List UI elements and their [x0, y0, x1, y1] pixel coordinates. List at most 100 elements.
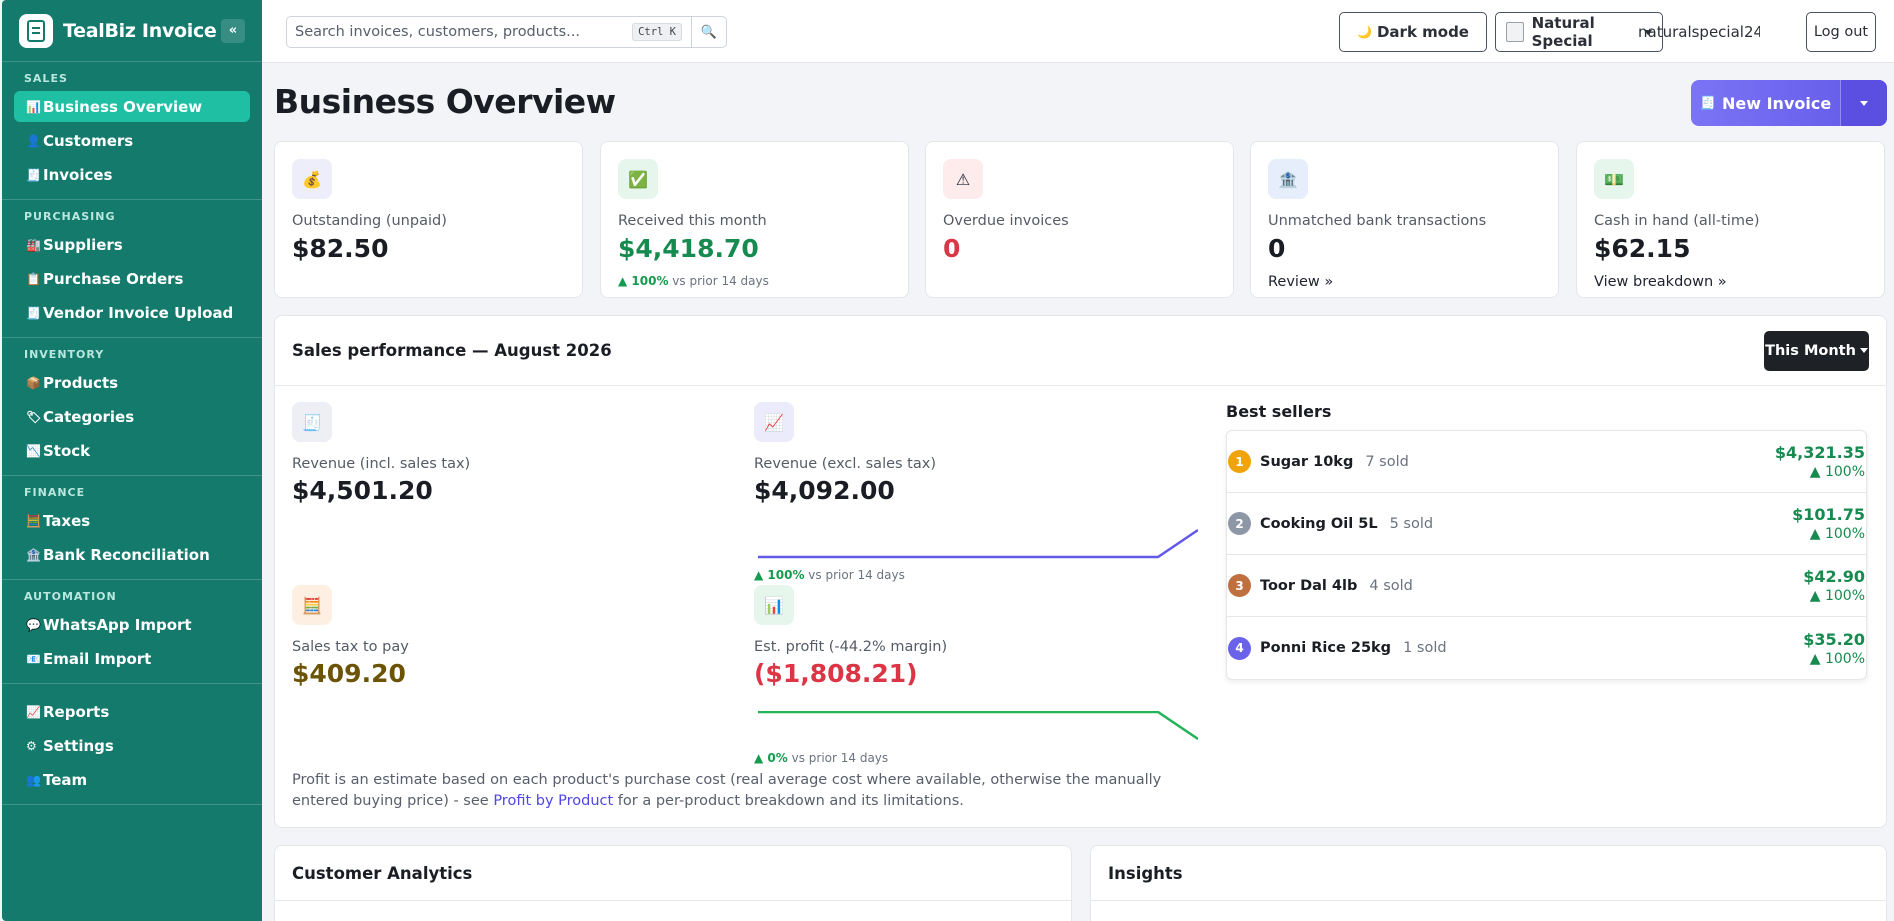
dark-mode-button[interactable]: 🌙 Dark mode: [1339, 12, 1487, 52]
sidebar-item-vendor-invoice-upload[interactable]: 🧾 Vendor Invoice Upload: [14, 297, 250, 328]
growth-percent: ▲ 100%: [1809, 526, 1865, 542]
sidebar-item-suppliers[interactable]: 🏭 Suppliers: [14, 229, 250, 260]
search-box[interactable]: Search invoices, customers, products... …: [286, 16, 727, 48]
delta-comparison-text: vs prior 14 days: [787, 751, 889, 765]
sales-amount: $35.20: [1803, 629, 1865, 649]
sidebar-item-reports[interactable]: 📈 Reports: [14, 696, 250, 727]
units-sold: 5 sold: [1389, 515, 1434, 532]
sales-metric: 🧮 Sales tax to pay $409.20: [292, 585, 732, 688]
delta-up-value: ▲ 100%: [618, 274, 669, 288]
chart-icon: 📊: [26, 99, 41, 114]
sidebar-item-label: Stock: [43, 441, 91, 460]
nav-section: AUTOMATION 💬 WhatsApp Import 📧 Email Import: [2, 580, 262, 684]
best-seller-row[interactable]: 3 Toor Dal 4lb 4 sold $42.90 ▲ 100%: [1227, 555, 1866, 617]
new-invoice-button-group: 🧾 New Invoice: [1691, 80, 1887, 126]
sidebar-item-products[interactable]: 📦 Products: [14, 367, 250, 398]
new-invoice-button[interactable]: 🧾 New Invoice: [1691, 80, 1840, 126]
kpi-value: $62.15: [1594, 234, 1691, 263]
insights-card: Insights: [1090, 845, 1887, 921]
new-invoice-dropdown-toggle[interactable]: [1840, 80, 1887, 126]
sidebar-item-categories[interactable]: 🏷 Categories: [14, 401, 250, 432]
profit-by-product-link[interactable]: Profit by Product: [493, 793, 614, 809]
sidebar-item-settings[interactable]: ⚙ Settings: [14, 730, 250, 761]
metric-icon-box: 📈: [754, 402, 794, 442]
nav-sections: SALES 📊 Business Overview 👤 Customers 🧾 Invoic…: [2, 62, 262, 805]
nav-section-heading: FINANCE: [24, 486, 86, 499]
rank-badge: 4: [1228, 636, 1251, 660]
units-sold: 4 sold: [1369, 577, 1413, 594]
delta-up-value: ▲ 100%: [754, 568, 805, 582]
business-selector[interactable]: Natural Special: [1495, 12, 1663, 52]
user-email: naturalspecial24@gm...: [1638, 23, 1760, 41]
delta-comparison-text: vs prior 14 days: [668, 274, 769, 288]
units-sold: 1 sold: [1403, 640, 1447, 656]
trend-chart-icon: 📈: [26, 704, 41, 719]
best-seller-row[interactable]: 2 Cooking Oil 5L 5 sold $101.75 ▲ 100%: [1227, 493, 1866, 555]
search-icon: 🔍: [700, 24, 718, 40]
sidebar-item-label: Invoices: [43, 165, 113, 184]
best-seller-row[interactable]: 4 Ponni Rice 25kg 1 sold $35.20 ▲ 100%: [1227, 617, 1866, 679]
profit-note-text-end: for a per-product breakdown and its limi…: [613, 793, 964, 809]
search-button[interactable]: 🔍: [691, 17, 726, 47]
metric-value: $4,501.20: [292, 476, 433, 505]
delta-up-value: ▲ 0%: [754, 751, 788, 765]
app-name: TealBiz Invoice: [63, 19, 217, 42]
trend-chart-icon: 📈: [764, 412, 784, 432]
sidebar-item-bank-reconciliation[interactable]: 🏦 Bank Reconciliation: [14, 539, 250, 570]
sales-metric: 🧾 Revenue (incl. sales tax) $4,501.20: [292, 402, 732, 505]
sidebar-item-label: Email Import: [43, 649, 152, 668]
period-dropdown-button[interactable]: This Month: [1764, 330, 1869, 371]
product-name: Ponni Rice 25kg: [1260, 640, 1392, 656]
sidebar-item-invoices[interactable]: 🧾 Invoices: [14, 159, 250, 190]
sidebar-item-customers[interactable]: 👤 Customers: [14, 125, 250, 156]
package-icon: 📦: [26, 375, 41, 390]
sidebar-item-email-import[interactable]: 📧 Email Import: [14, 643, 250, 674]
sidebar-item-label: Settings: [43, 736, 114, 755]
kpi-icon-box: 🏦: [1268, 159, 1308, 199]
bank-icon: 🏦: [1278, 169, 1298, 189]
sidebar-item-whatsapp-import[interactable]: 💬 WhatsApp Import: [14, 609, 250, 640]
sidebar-item-taxes[interactable]: 🧮 Taxes: [14, 505, 250, 536]
kpi-label: Cash in hand (all-time): [1594, 213, 1760, 229]
trend-sparkline: [758, 711, 1198, 741]
receipt-icon: 🧾: [26, 305, 41, 320]
kpi-icon-box: ✅: [618, 159, 658, 199]
kpi-icon-box: 💵: [1594, 159, 1634, 199]
nav-section: 📈 Reports ⚙ Settings 👥 Team: [2, 684, 262, 805]
metric-icon-box: 🧮: [292, 585, 332, 625]
collapse-sidebar-button[interactable]: «: [221, 18, 245, 43]
invoice-icon: 🧾: [1699, 95, 1716, 111]
chevron-down-icon: [1644, 29, 1652, 35]
team-icon: 👥: [26, 772, 41, 787]
search-input[interactable]: Search invoices, customers, products...: [295, 24, 580, 40]
best-seller-figures: $4,321.35 ▲ 100%: [1775, 443, 1866, 480]
kpi-link[interactable]: Review »: [1268, 274, 1334, 290]
best-sellers-list: 1 Sugar 10kg 7 sold $4,321.35 ▲ 100% 2 Cooking…: [1226, 430, 1867, 680]
metric-label: Est. profit (-44.2% margin): [754, 639, 948, 655]
kpi-label: Overdue invoices: [943, 213, 1069, 229]
email-icon: 📧: [26, 651, 41, 666]
product-name: Cooking Oil 5L: [1260, 515, 1378, 532]
bank-icon: 🏦: [26, 547, 41, 562]
sidebar-item-label: Customers: [43, 131, 134, 150]
logout-button[interactable]: Log out: [1806, 12, 1876, 52]
sidebar-item-label: Taxes: [43, 511, 91, 530]
sparkline-path: [758, 711, 1198, 741]
sales-performance-header: Sales performance — August 2026 This Mon…: [275, 316, 1886, 386]
product-name: Sugar 10kg: [1260, 453, 1354, 470]
metric-value: $409.20: [292, 659, 406, 688]
best-seller-row[interactable]: 1 Sugar 10kg 7 sold $4,321.35 ▲ 100%: [1227, 431, 1866, 493]
warning-icon: ⚠: [955, 169, 971, 189]
rank-badge: 1: [1228, 450, 1251, 473]
receipt-icon: 🧾: [302, 412, 322, 432]
factory-icon: 🏭: [26, 237, 41, 252]
sidebar-item-stock[interactable]: 📉 Stock: [14, 435, 250, 466]
sidebar-item-label: Categories: [43, 407, 135, 426]
sidebar-item-purchase-orders[interactable]: 📋 Purchase Orders: [14, 263, 250, 294]
kpi-link[interactable]: View breakdown »: [1594, 274, 1727, 290]
search-shortcut-hint: Ctrl K: [632, 23, 682, 41]
sidebar-item-business-overview[interactable]: 📊 Business Overview: [14, 91, 250, 122]
sales-performance-title: Sales performance — August 2026: [292, 341, 612, 360]
metric-delta: ▲ 0% vs prior 14 days: [754, 751, 888, 765]
sidebar-item-team[interactable]: 👥 Team: [14, 764, 250, 795]
